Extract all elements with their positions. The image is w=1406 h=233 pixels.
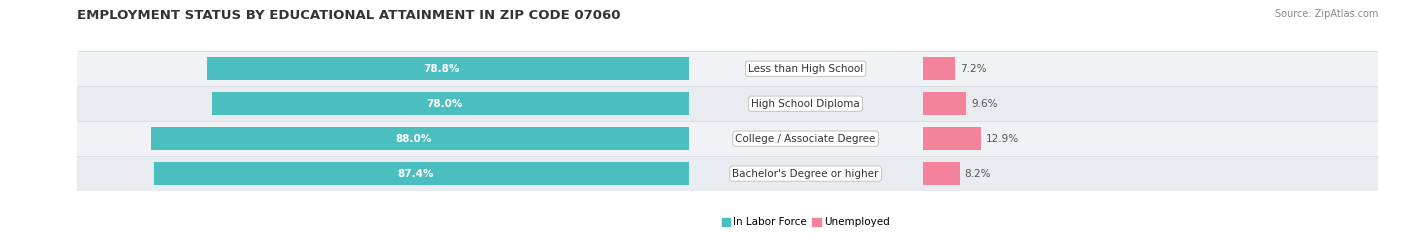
Bar [689,86,922,121]
Text: 78.8%: 78.8% [423,64,460,74]
Bar [77,51,689,86]
Text: Source: ZipAtlas.com: Source: ZipAtlas.com [1274,9,1378,19]
Bar [922,57,956,80]
Bar [155,162,689,185]
Text: 12.9%: 12.9% [986,134,1019,144]
Text: 87.4%: 87.4% [396,169,433,178]
Bar [150,127,689,150]
Bar [922,127,981,150]
Legend: In Labor Force, Unemployed: In Labor Force, Unemployed [717,213,894,231]
Bar [77,121,689,156]
Text: 78.0%: 78.0% [426,99,463,109]
Bar [922,86,1378,121]
Bar [689,51,922,86]
Bar [689,121,922,156]
Text: 88.0%: 88.0% [395,134,432,144]
Bar [922,162,960,185]
Bar [922,121,1378,156]
Text: 9.6%: 9.6% [972,99,997,109]
Bar [212,92,689,115]
Bar [77,156,689,191]
Bar [922,92,966,115]
Text: College / Associate Degree: College / Associate Degree [735,134,876,144]
Bar [689,156,922,191]
Bar [922,156,1378,191]
Text: Bachelor's Degree or higher: Bachelor's Degree or higher [733,169,879,178]
Text: Less than High School: Less than High School [748,64,863,74]
Bar [922,51,1378,86]
Text: EMPLOYMENT STATUS BY EDUCATIONAL ATTAINMENT IN ZIP CODE 07060: EMPLOYMENT STATUS BY EDUCATIONAL ATTAINM… [77,9,621,22]
Text: 7.2%: 7.2% [960,64,987,74]
Text: 8.2%: 8.2% [965,169,991,178]
Bar [77,86,689,121]
Bar [207,57,689,80]
Text: High School Diploma: High School Diploma [751,99,860,109]
